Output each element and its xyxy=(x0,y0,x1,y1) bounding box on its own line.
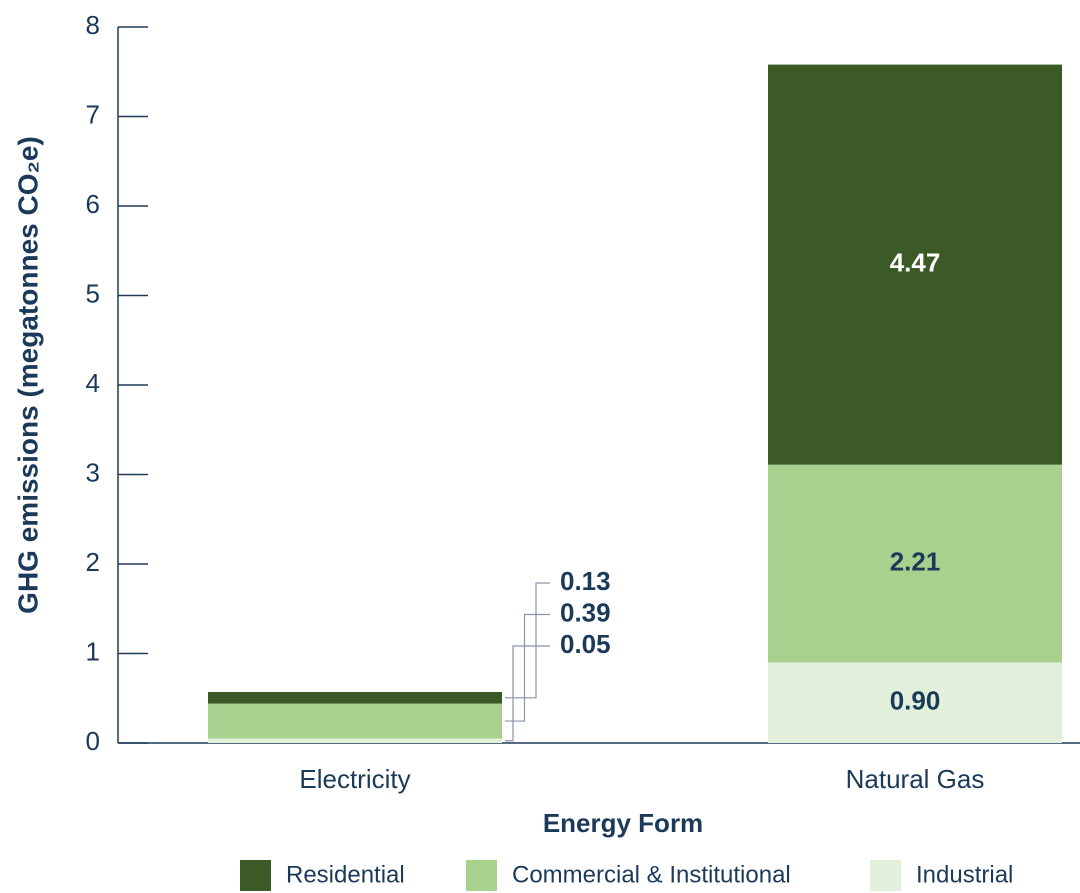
value-label: 2.21 xyxy=(890,546,941,576)
value-label: 0.39 xyxy=(560,597,611,627)
value-label: 4.47 xyxy=(890,247,941,277)
bar-segment xyxy=(768,662,1062,743)
value-label: 0.05 xyxy=(560,629,611,659)
legend-swatch xyxy=(466,860,497,891)
legend-label: Residential xyxy=(286,861,405,888)
legend-label: Commercial & Institutional xyxy=(512,861,791,888)
y-tick-label: 5 xyxy=(86,278,100,308)
y-tick-label: 1 xyxy=(86,636,100,666)
y-tick-label: 0 xyxy=(86,726,100,756)
x-tick-label: Electricity xyxy=(299,764,410,794)
y-tick-label: 8 xyxy=(86,10,100,40)
y-axis-title: GHG emissions (megatonnes CO₂e) xyxy=(12,136,43,614)
bar-segment xyxy=(208,691,502,704)
leader-line xyxy=(505,645,550,742)
value-label: 0.90 xyxy=(890,686,941,716)
y-tick-label: 4 xyxy=(86,368,100,398)
bar-segment xyxy=(768,64,1062,465)
bar-segment xyxy=(208,738,502,743)
legend-swatch xyxy=(240,860,271,891)
legend-swatch xyxy=(870,860,901,891)
bar-segment xyxy=(208,703,502,739)
legend-label: Industrial xyxy=(916,861,1013,888)
leader-line xyxy=(505,613,550,722)
y-tick-label: 3 xyxy=(86,457,100,487)
x-tick-label: Natural Gas xyxy=(846,764,985,794)
y-tick-label: 7 xyxy=(86,99,100,129)
y-tick-label: 2 xyxy=(86,547,100,577)
y-tick-label: 6 xyxy=(86,189,100,219)
value-label: 0.13 xyxy=(560,566,611,596)
x-axis-title: Energy Form xyxy=(543,808,703,838)
bar-segment xyxy=(768,464,1062,663)
leader-line xyxy=(505,582,550,699)
